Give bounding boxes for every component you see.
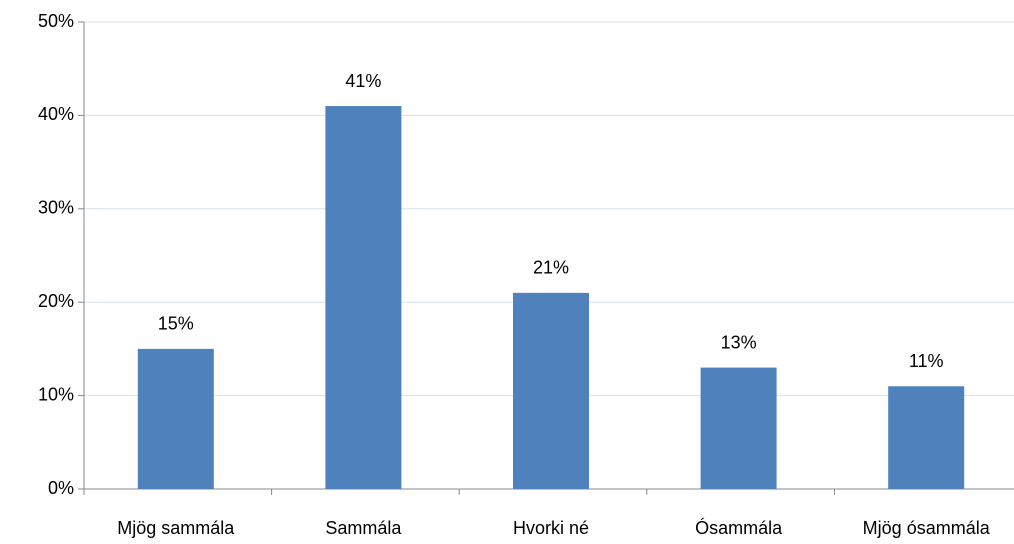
data-label: 13% bbox=[721, 332, 757, 352]
y-tick-label: 30% bbox=[38, 198, 74, 218]
x-tick-label: Mjög ósammála bbox=[863, 518, 991, 538]
y-tick-label: 20% bbox=[38, 291, 74, 311]
y-tick-label: 0% bbox=[48, 478, 74, 498]
y-tick-label: 40% bbox=[38, 104, 74, 124]
y-tick-label: 10% bbox=[38, 384, 74, 404]
bar bbox=[513, 292, 589, 489]
bar bbox=[137, 348, 214, 489]
bar bbox=[325, 106, 402, 489]
x-tick-label: Hvorki né bbox=[513, 518, 589, 538]
bar bbox=[700, 367, 777, 489]
data-label: 41% bbox=[345, 71, 381, 91]
y-tick-label: 50% bbox=[38, 11, 74, 31]
bar bbox=[888, 386, 965, 489]
data-label: 15% bbox=[158, 314, 194, 334]
data-label: 11% bbox=[909, 351, 944, 371]
x-tick-label: Ósammála bbox=[695, 517, 783, 538]
x-tick-label: Sammála bbox=[325, 518, 402, 538]
x-tick-label: Mjög sammála bbox=[117, 518, 235, 538]
data-label: 21% bbox=[533, 258, 569, 278]
